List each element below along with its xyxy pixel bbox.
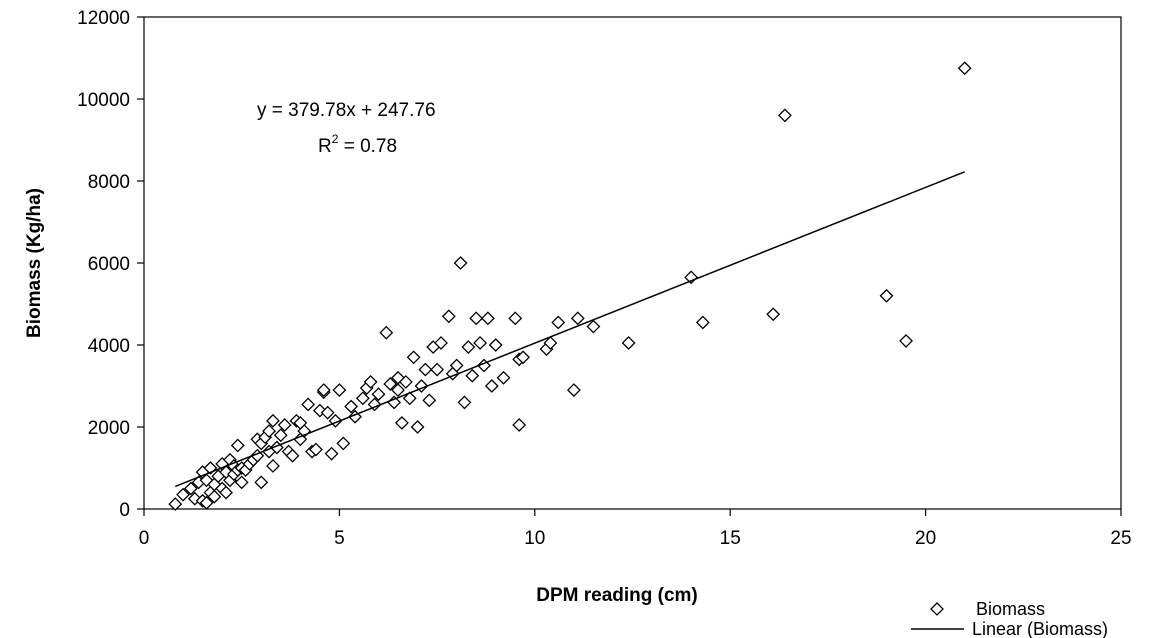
data-point — [766, 307, 781, 322]
data-point — [273, 428, 288, 443]
data-point — [309, 442, 323, 457]
data-point — [262, 424, 276, 439]
linear-trendline-series — [174, 171, 965, 488]
data-point — [484, 379, 499, 393]
data-point — [371, 387, 386, 402]
y-axis: 0 2000 4000 6000 8000 10000 12000 — [77, 8, 144, 521]
data-point — [516, 350, 530, 365]
x-tick-label: 20 — [915, 528, 936, 549]
y-tick-label: 10000 — [77, 90, 130, 111]
data-point — [383, 377, 398, 391]
data-point — [379, 325, 394, 340]
data-point — [461, 340, 476, 354]
data-point — [496, 370, 511, 385]
data-point — [363, 374, 378, 389]
data-point — [551, 315, 566, 330]
y-tick-label: 8000 — [88, 172, 130, 193]
data-point — [332, 383, 347, 398]
data-point — [441, 309, 456, 324]
data-point — [410, 420, 425, 434]
trendline — [174, 171, 965, 488]
data-point — [316, 383, 331, 398]
r-squared-value: = 0.78 — [338, 136, 397, 157]
data-point — [176, 487, 190, 502]
legend-label-biomass: Biomass — [976, 599, 1045, 619]
data-point — [207, 489, 222, 504]
data-point — [430, 362, 445, 377]
data-point — [453, 256, 468, 270]
data-point — [457, 395, 472, 410]
x-axis-title: DPM reading (cm) — [536, 585, 698, 606]
data-point — [391, 383, 405, 398]
data-point — [480, 311, 495, 326]
y-axis-title: Biomass (Kg/ha) — [24, 188, 45, 338]
data-point — [402, 391, 417, 406]
data-point — [570, 311, 585, 326]
plot-area — [143, 16, 1122, 510]
x-tick-label: 0 — [139, 528, 150, 549]
x-axis: 0 5 10 15 20 25 — [139, 509, 1132, 549]
data-point — [621, 336, 636, 350]
data-point — [695, 315, 710, 330]
legend-diamond-marker — [930, 602, 944, 616]
data-point — [168, 497, 183, 511]
data-point — [266, 459, 280, 473]
data-point — [266, 413, 280, 428]
data-point — [336, 436, 351, 451]
data-point — [434, 336, 448, 350]
legend-label-linear: Linear (Biomass) — [972, 619, 1108, 638]
r-squared-prefix: R — [318, 136, 332, 157]
x-tick-label: 25 — [1110, 528, 1131, 549]
data-point — [879, 288, 894, 303]
y-tick-label: 2000 — [88, 418, 130, 439]
data-point — [473, 336, 488, 350]
y-tick-label: 12000 — [77, 8, 130, 29]
data-point — [254, 475, 269, 490]
data-point — [355, 391, 370, 406]
data-point — [449, 358, 464, 373]
data-point — [512, 418, 527, 432]
data-point — [234, 475, 249, 490]
x-tick-label: 5 — [334, 528, 345, 549]
data-point — [277, 418, 292, 432]
data-point — [406, 350, 421, 365]
y-tick-label: 4000 — [88, 336, 130, 357]
data-point — [418, 362, 433, 377]
data-point — [344, 399, 359, 414]
data-point — [543, 336, 558, 350]
data-point — [183, 481, 198, 496]
data-point — [230, 438, 245, 453]
data-point — [957, 61, 972, 76]
data-point — [320, 405, 335, 420]
data-point — [219, 485, 233, 500]
data-point — [566, 383, 581, 398]
data-point — [465, 368, 480, 383]
data-point — [285, 448, 300, 463]
data-point — [488, 338, 503, 352]
data-point — [422, 393, 437, 408]
data-point — [395, 415, 409, 430]
x-tick-label: 15 — [720, 528, 741, 549]
x-tick-label: 10 — [524, 528, 545, 549]
data-point — [324, 446, 339, 461]
data-point — [398, 374, 413, 389]
r-squared-superscript: 2 — [332, 132, 339, 146]
data-point — [199, 495, 214, 510]
regression-equation: y = 379.78x + 247.76 — [257, 100, 436, 121]
data-point — [586, 319, 601, 334]
data-point — [899, 333, 913, 348]
y-tick-label: 0 — [119, 500, 130, 521]
r-squared-label: R2 = 0.78 — [318, 132, 397, 157]
legend: Biomass Linear (Biomass) — [911, 599, 1108, 638]
biomass-series — [168, 61, 972, 511]
data-point — [469, 311, 484, 326]
data-point — [777, 108, 792, 123]
data-point — [508, 311, 523, 326]
y-tick-label: 6000 — [88, 254, 130, 275]
data-point — [301, 397, 316, 412]
